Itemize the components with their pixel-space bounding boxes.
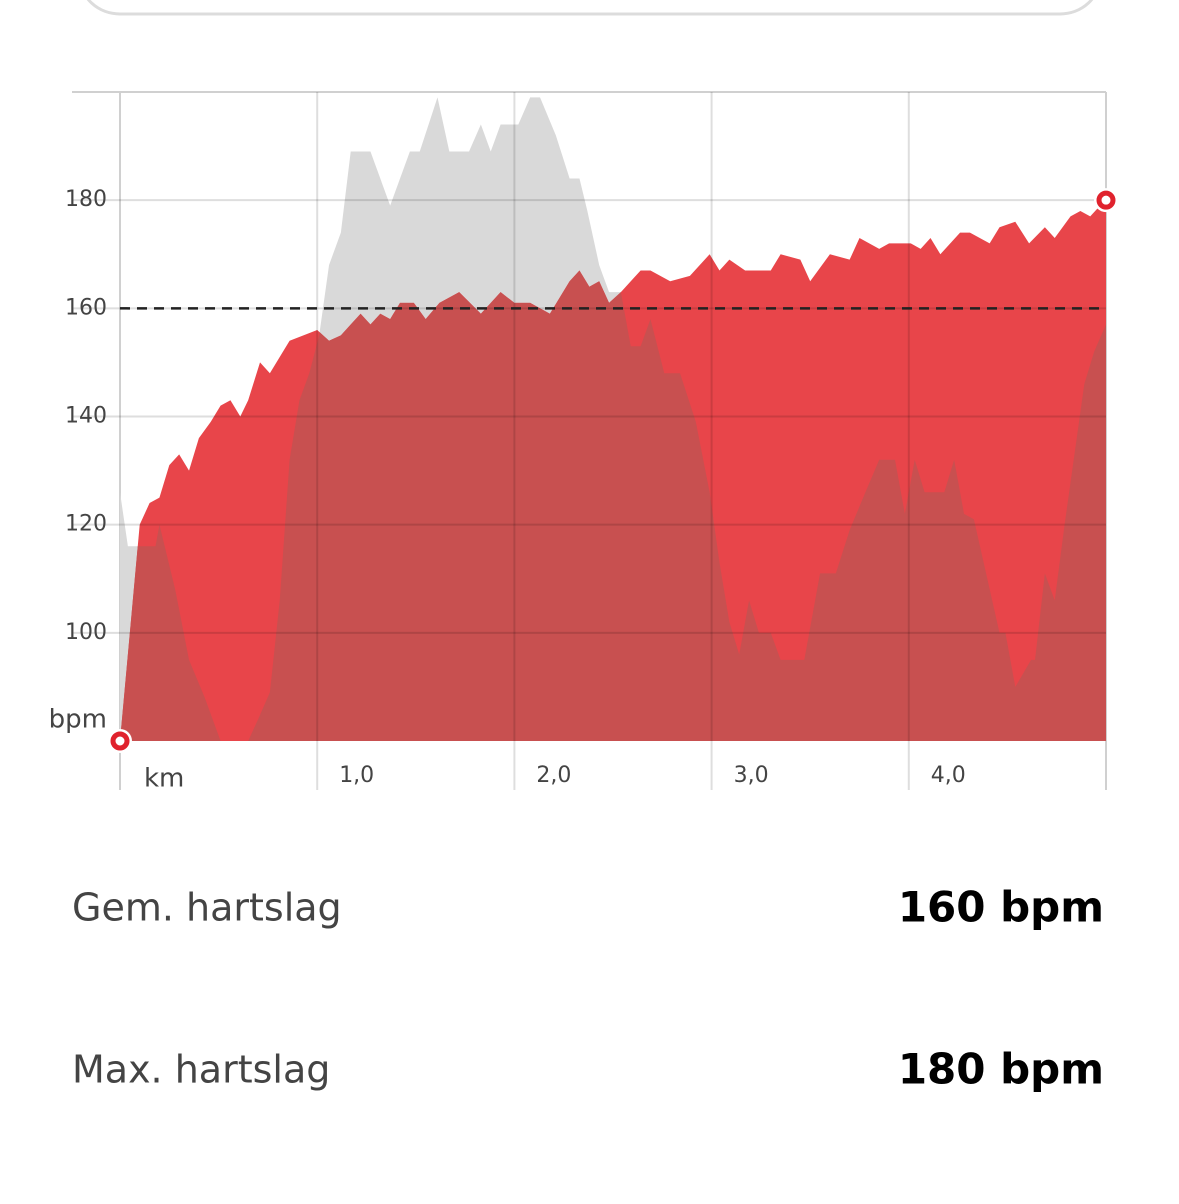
- stat-value: 180 bpm: [898, 1045, 1104, 1094]
- stat-label: Max. hartslag: [72, 1048, 330, 1092]
- y-tick-label: 160: [65, 295, 107, 320]
- x-tick-label: 3,0: [734, 763, 769, 788]
- x-tick-label: 1,0: [339, 763, 374, 788]
- y-tick-label: 120: [65, 512, 107, 537]
- x-tick-label: 2,0: [536, 763, 571, 788]
- stat-label: Gem. hartslag: [72, 886, 342, 930]
- y-tick-label: 140: [65, 404, 107, 429]
- card-edge: [86, 0, 1094, 16]
- x-axis-label: km: [144, 764, 184, 794]
- point-marker-ring: [1096, 190, 1116, 210]
- y-tick-label: 100: [65, 620, 107, 645]
- chart: 100 120 140 160 180 1,0 2,0 3,0 4,0 km bpm: [49, 91, 1118, 794]
- x-tick-label: 4,0: [931, 763, 966, 788]
- point-marker-ring: [110, 731, 130, 751]
- y-axis-label: bpm: [49, 705, 107, 735]
- stat-value: 160 bpm: [898, 883, 1104, 932]
- y-tick-label: 180: [65, 187, 107, 212]
